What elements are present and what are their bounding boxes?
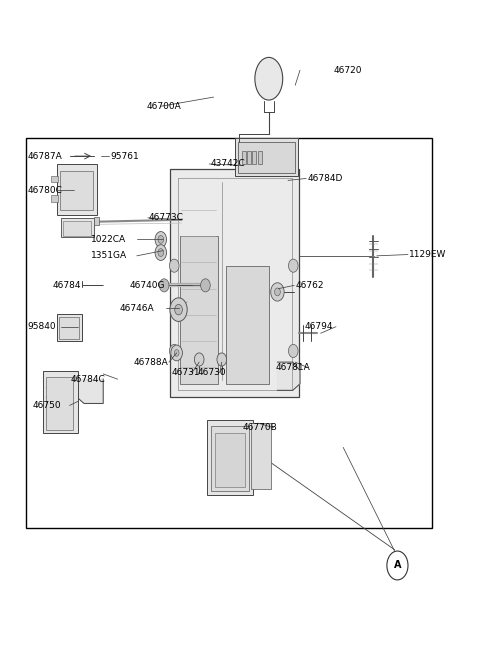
Text: 46770B: 46770B: [242, 423, 277, 432]
Circle shape: [194, 353, 204, 366]
Bar: [57, 314, 82, 341]
Text: 46780C: 46780C: [28, 186, 63, 195]
Text: 46700A: 46700A: [146, 102, 181, 111]
Text: 46788A: 46788A: [133, 358, 168, 367]
Bar: [60, 171, 93, 210]
Bar: [247, 151, 251, 164]
Polygon shape: [74, 379, 103, 403]
Text: 46773C: 46773C: [149, 213, 184, 222]
Circle shape: [288, 259, 298, 272]
Text: 46784C: 46784C: [71, 375, 106, 384]
Bar: [242, 151, 246, 164]
Bar: [251, 423, 271, 489]
Bar: [252, 151, 256, 164]
Circle shape: [201, 279, 210, 292]
Bar: [94, 217, 99, 225]
Bar: [51, 195, 58, 202]
Circle shape: [174, 350, 179, 356]
Bar: [226, 266, 269, 384]
Text: A: A: [394, 560, 401, 571]
Polygon shape: [277, 362, 300, 390]
Text: 1022CA: 1022CA: [91, 235, 126, 244]
Circle shape: [155, 232, 167, 247]
Bar: [46, 377, 73, 430]
Bar: [63, 221, 91, 236]
Circle shape: [387, 551, 408, 580]
Circle shape: [275, 288, 280, 296]
Bar: [61, 218, 94, 237]
Bar: [26, 138, 432, 528]
Circle shape: [217, 353, 227, 366]
Text: 46787A: 46787A: [28, 152, 62, 161]
Bar: [170, 169, 299, 397]
Bar: [180, 236, 218, 384]
Text: 46750: 46750: [33, 401, 61, 410]
Circle shape: [169, 344, 179, 358]
Bar: [238, 142, 295, 173]
Bar: [207, 420, 253, 495]
Circle shape: [175, 304, 182, 315]
Text: 46762: 46762: [295, 281, 324, 290]
Bar: [235, 138, 298, 176]
Ellipse shape: [255, 57, 283, 100]
Bar: [51, 176, 58, 182]
Bar: [215, 433, 245, 487]
Text: 43742C: 43742C: [210, 159, 245, 169]
Bar: [59, 317, 79, 339]
Circle shape: [170, 298, 187, 321]
Circle shape: [288, 344, 298, 358]
Circle shape: [158, 236, 164, 243]
Text: 46794: 46794: [305, 322, 333, 331]
Text: 1351GA: 1351GA: [91, 251, 127, 260]
Text: 46740G: 46740G: [130, 281, 165, 290]
Text: 46731: 46731: [172, 368, 201, 377]
Text: 95761: 95761: [110, 152, 139, 161]
Circle shape: [169, 259, 179, 272]
Circle shape: [171, 345, 182, 361]
Circle shape: [158, 249, 164, 256]
Text: 46784D: 46784D: [307, 174, 343, 183]
Text: 46784: 46784: [53, 281, 81, 290]
Circle shape: [271, 283, 284, 301]
Text: 46720: 46720: [334, 66, 362, 75]
Text: 46746A: 46746A: [120, 304, 155, 313]
Bar: [258, 151, 262, 164]
Text: 95840: 95840: [28, 322, 57, 331]
Circle shape: [155, 245, 167, 260]
Text: 46730: 46730: [198, 368, 227, 377]
Text: 1129EW: 1129EW: [409, 250, 446, 259]
Circle shape: [159, 279, 169, 292]
Text: 46781A: 46781A: [276, 363, 311, 372]
Bar: [57, 164, 97, 215]
Bar: [43, 371, 78, 433]
Bar: [211, 426, 249, 491]
